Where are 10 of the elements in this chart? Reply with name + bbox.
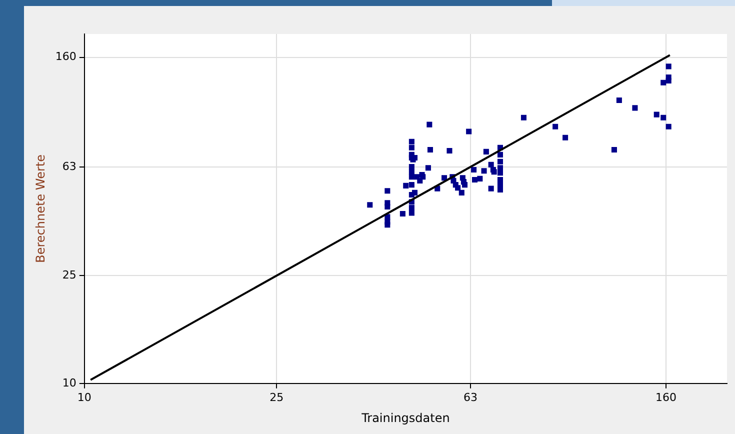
x-tick-label: 25 <box>270 390 284 404</box>
y-tick-label: 10 <box>62 376 76 390</box>
x-axis-title: Trainingsdaten <box>360 410 450 425</box>
y-tick-label: 160 <box>55 50 76 64</box>
y-tick-label: 63 <box>62 160 76 173</box>
x-tick-label: 10 <box>77 390 92 404</box>
x-tick-label: 160 <box>656 390 676 404</box>
x-tick-label: 63 <box>463 390 478 404</box>
y-axis-title: Berechnete Werte <box>33 154 48 263</box>
y-tick-label: 25 <box>62 268 76 282</box>
